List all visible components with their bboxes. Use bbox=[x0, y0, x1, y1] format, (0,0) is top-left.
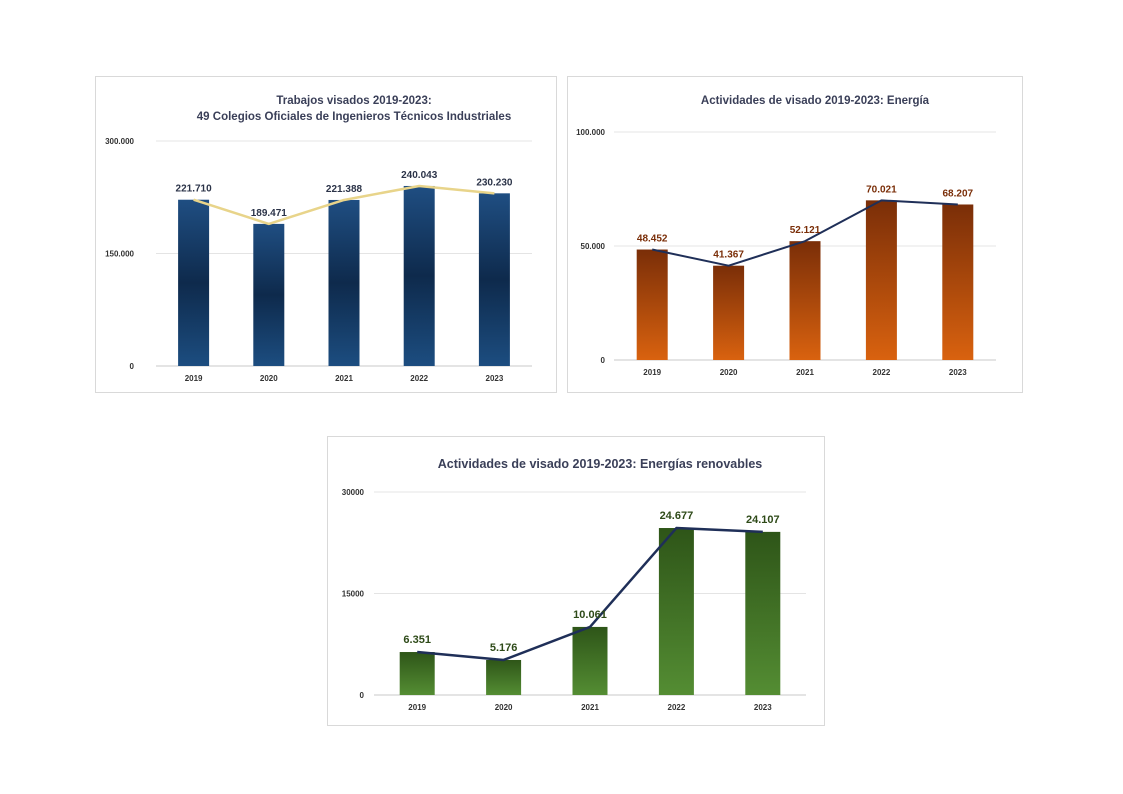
chart-trabajos-visados: Trabajos visados 2019-2023: 49 Colegios O… bbox=[105, 95, 532, 383]
chart-energias-renovables: Actividades de visado 2019-2023: Energía… bbox=[342, 457, 806, 712]
chart-title: Actividades de visado 2019-2023: Energía bbox=[701, 95, 930, 107]
chart-energia: Actividades de visado 2019-2023: Energía… bbox=[576, 95, 996, 377]
x-tick-label: 2022 bbox=[410, 374, 428, 383]
trend-line bbox=[417, 526, 763, 662]
chart-panel-energia: Actividades de visado 2019-2023: Energía… bbox=[567, 76, 1023, 393]
data-label: 10.061 bbox=[573, 609, 607, 621]
trend-line bbox=[651, 199, 958, 267]
y-tick-label: 100.000 bbox=[576, 128, 605, 137]
bar-2021 bbox=[789, 241, 821, 360]
y-tick-label: 0 bbox=[360, 691, 365, 700]
data-label: 70.021 bbox=[866, 184, 897, 195]
bar-2022 bbox=[403, 185, 435, 366]
x-tick-label: 2023 bbox=[949, 368, 967, 377]
chart-panel-trabajos-visados: Trabajos visados 2019-2023: 49 Colegios O… bbox=[95, 76, 557, 393]
chart-panel-energias-renovables: Actividades de visado 2019-2023: Energía… bbox=[327, 436, 825, 726]
data-label: 6.351 bbox=[403, 634, 431, 646]
bar-2019 bbox=[636, 249, 668, 360]
x-tick-label: 2019 bbox=[185, 374, 203, 383]
x-tick-label: 2023 bbox=[754, 703, 772, 712]
y-tick-label: 300.000 bbox=[105, 137, 134, 146]
trend-line bbox=[193, 184, 495, 226]
data-label: 48.452 bbox=[637, 234, 668, 245]
y-tick-label: 0 bbox=[130, 362, 135, 371]
bar-2022 bbox=[658, 528, 694, 695]
bar-2023 bbox=[745, 531, 781, 695]
data-label: 240.043 bbox=[401, 170, 438, 181]
y-tick-label: 0 bbox=[601, 356, 606, 365]
bar-2020 bbox=[253, 223, 285, 366]
x-tick-label: 2022 bbox=[668, 703, 686, 712]
data-label: 24.677 bbox=[660, 510, 694, 522]
bar-2019 bbox=[178, 199, 210, 366]
x-tick-label: 2020 bbox=[720, 368, 738, 377]
chart-title: Actividades de visado 2019-2023: Energía… bbox=[438, 457, 763, 471]
bar-2021 bbox=[328, 199, 360, 366]
data-label: 221.388 bbox=[326, 184, 363, 195]
data-label: 230.230 bbox=[476, 177, 513, 188]
y-tick-label: 30000 bbox=[342, 488, 365, 497]
data-label: 221.710 bbox=[176, 184, 213, 195]
chart-title: Trabajos visados 2019-2023: bbox=[276, 95, 431, 107]
x-tick-label: 2021 bbox=[335, 374, 353, 383]
y-tick-label: 50.000 bbox=[581, 242, 606, 251]
bar-2019 bbox=[399, 652, 435, 695]
data-label: 68.207 bbox=[943, 188, 974, 199]
chart-subtitle: 49 Colegios Oficiales de Ingenieros Técn… bbox=[197, 111, 511, 123]
x-tick-label: 2019 bbox=[643, 368, 661, 377]
x-tick-label: 2020 bbox=[495, 703, 513, 712]
bar-2022 bbox=[865, 200, 897, 360]
data-label: 189.471 bbox=[251, 208, 288, 219]
data-label: 41.367 bbox=[713, 250, 744, 261]
bar-2023 bbox=[942, 204, 974, 360]
bar-2021 bbox=[572, 626, 608, 695]
x-tick-label: 2020 bbox=[260, 374, 278, 383]
bar-2023 bbox=[478, 193, 510, 366]
x-tick-label: 2021 bbox=[796, 368, 814, 377]
data-label: 24.107 bbox=[746, 514, 780, 526]
x-tick-label: 2019 bbox=[408, 703, 426, 712]
bar-2020 bbox=[486, 659, 522, 695]
data-label: 52.121 bbox=[790, 225, 821, 236]
x-tick-label: 2023 bbox=[486, 374, 504, 383]
x-tick-label: 2021 bbox=[581, 703, 599, 712]
data-label: 5.176 bbox=[490, 642, 518, 654]
x-tick-label: 2022 bbox=[873, 368, 891, 377]
bar-2020 bbox=[713, 265, 745, 360]
y-tick-label: 150.000 bbox=[105, 250, 134, 259]
y-tick-label: 15000 bbox=[342, 590, 365, 599]
